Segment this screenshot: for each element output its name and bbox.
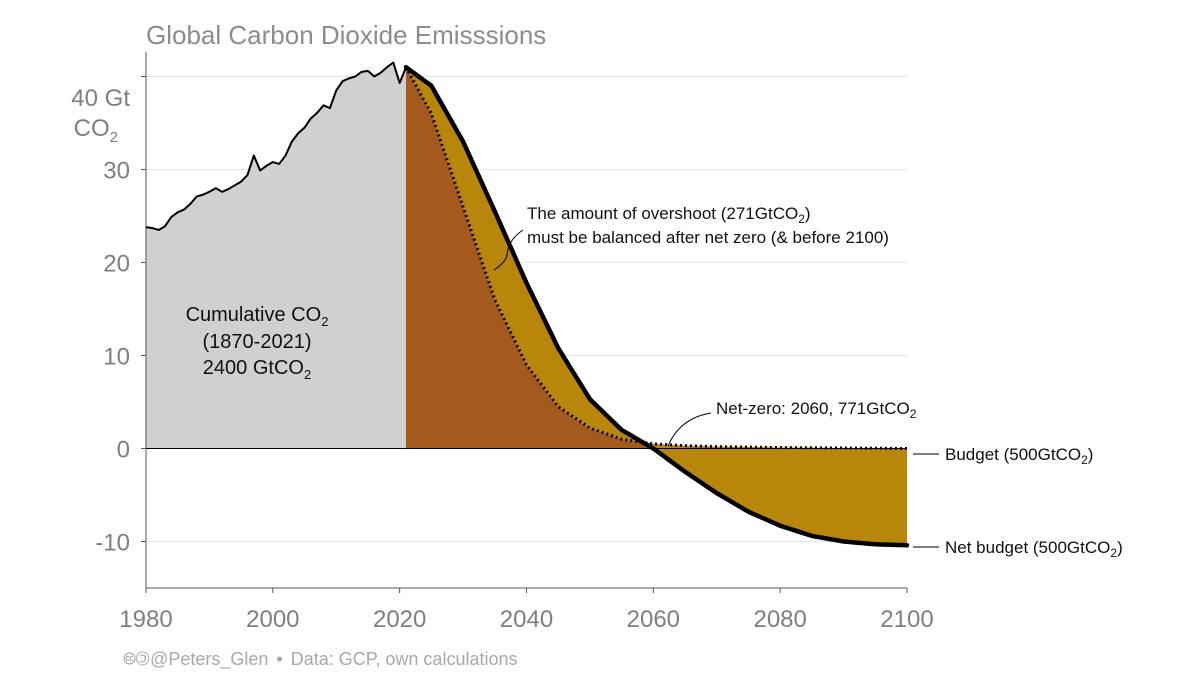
netzero-leader-line [667,412,712,447]
y-axis-label-line1: 40 Gt [71,85,130,112]
cumulative-label-line1: Cumulative CO2 [186,304,329,329]
x-tick-label: 2100 [880,606,933,633]
y-tick-label: -10 [95,530,130,557]
budget-area [406,67,907,449]
y-axis-label-line2: CO2 [74,115,118,146]
x-tick-label: 2000 [246,606,299,633]
x-tick-label: 2020 [373,606,426,633]
y-tick-label: 10 [103,344,130,371]
chart-title: Global Carbon Dioxide Emisssions [146,20,546,50]
overshoot-leader-line [493,229,524,271]
y-tick-label: 20 [103,251,130,278]
y-tick-label: 0 [117,437,130,464]
cumulative-label-line3: 2400 GtCO2 [203,357,311,382]
budget-pathway-line [404,66,908,450]
x-tick-label: 2040 [500,606,553,633]
netzero-label: Net-zero: 2060, 771GtCO2 [716,399,917,421]
x-tick-label: 2080 [753,606,806,633]
net-budget-pathway-line [403,64,910,548]
historical-line [145,61,407,231]
x-tick-label: 1980 [119,606,172,633]
license-icon: 🅭🄯 [123,649,150,669]
y-tick-label: 30 [103,158,130,185]
x-tick-labels: 1980 2000 2020 2040 2060 2080 2100 [119,588,934,633]
y-tick-labels: 30 20 10 0 -10 [95,76,146,557]
x-tick-label: 2060 [627,606,680,633]
cumulative-label-line2: (1870-2021) [203,331,312,353]
historical-area [146,62,407,449]
footer-credit: 🅭🄯@Peters_Glen • Data: GCP, own calculatio… [123,649,518,670]
overshoot-label-line2: must be balanced after net zero (& befor… [527,228,889,247]
overshoot-label-line1: The amount of overshoot (271GtCO2) [527,204,811,226]
net-budget-label: Net budget (500GtCO2) [945,538,1123,560]
budget-label: Budget (500GtCO2) [945,445,1093,467]
